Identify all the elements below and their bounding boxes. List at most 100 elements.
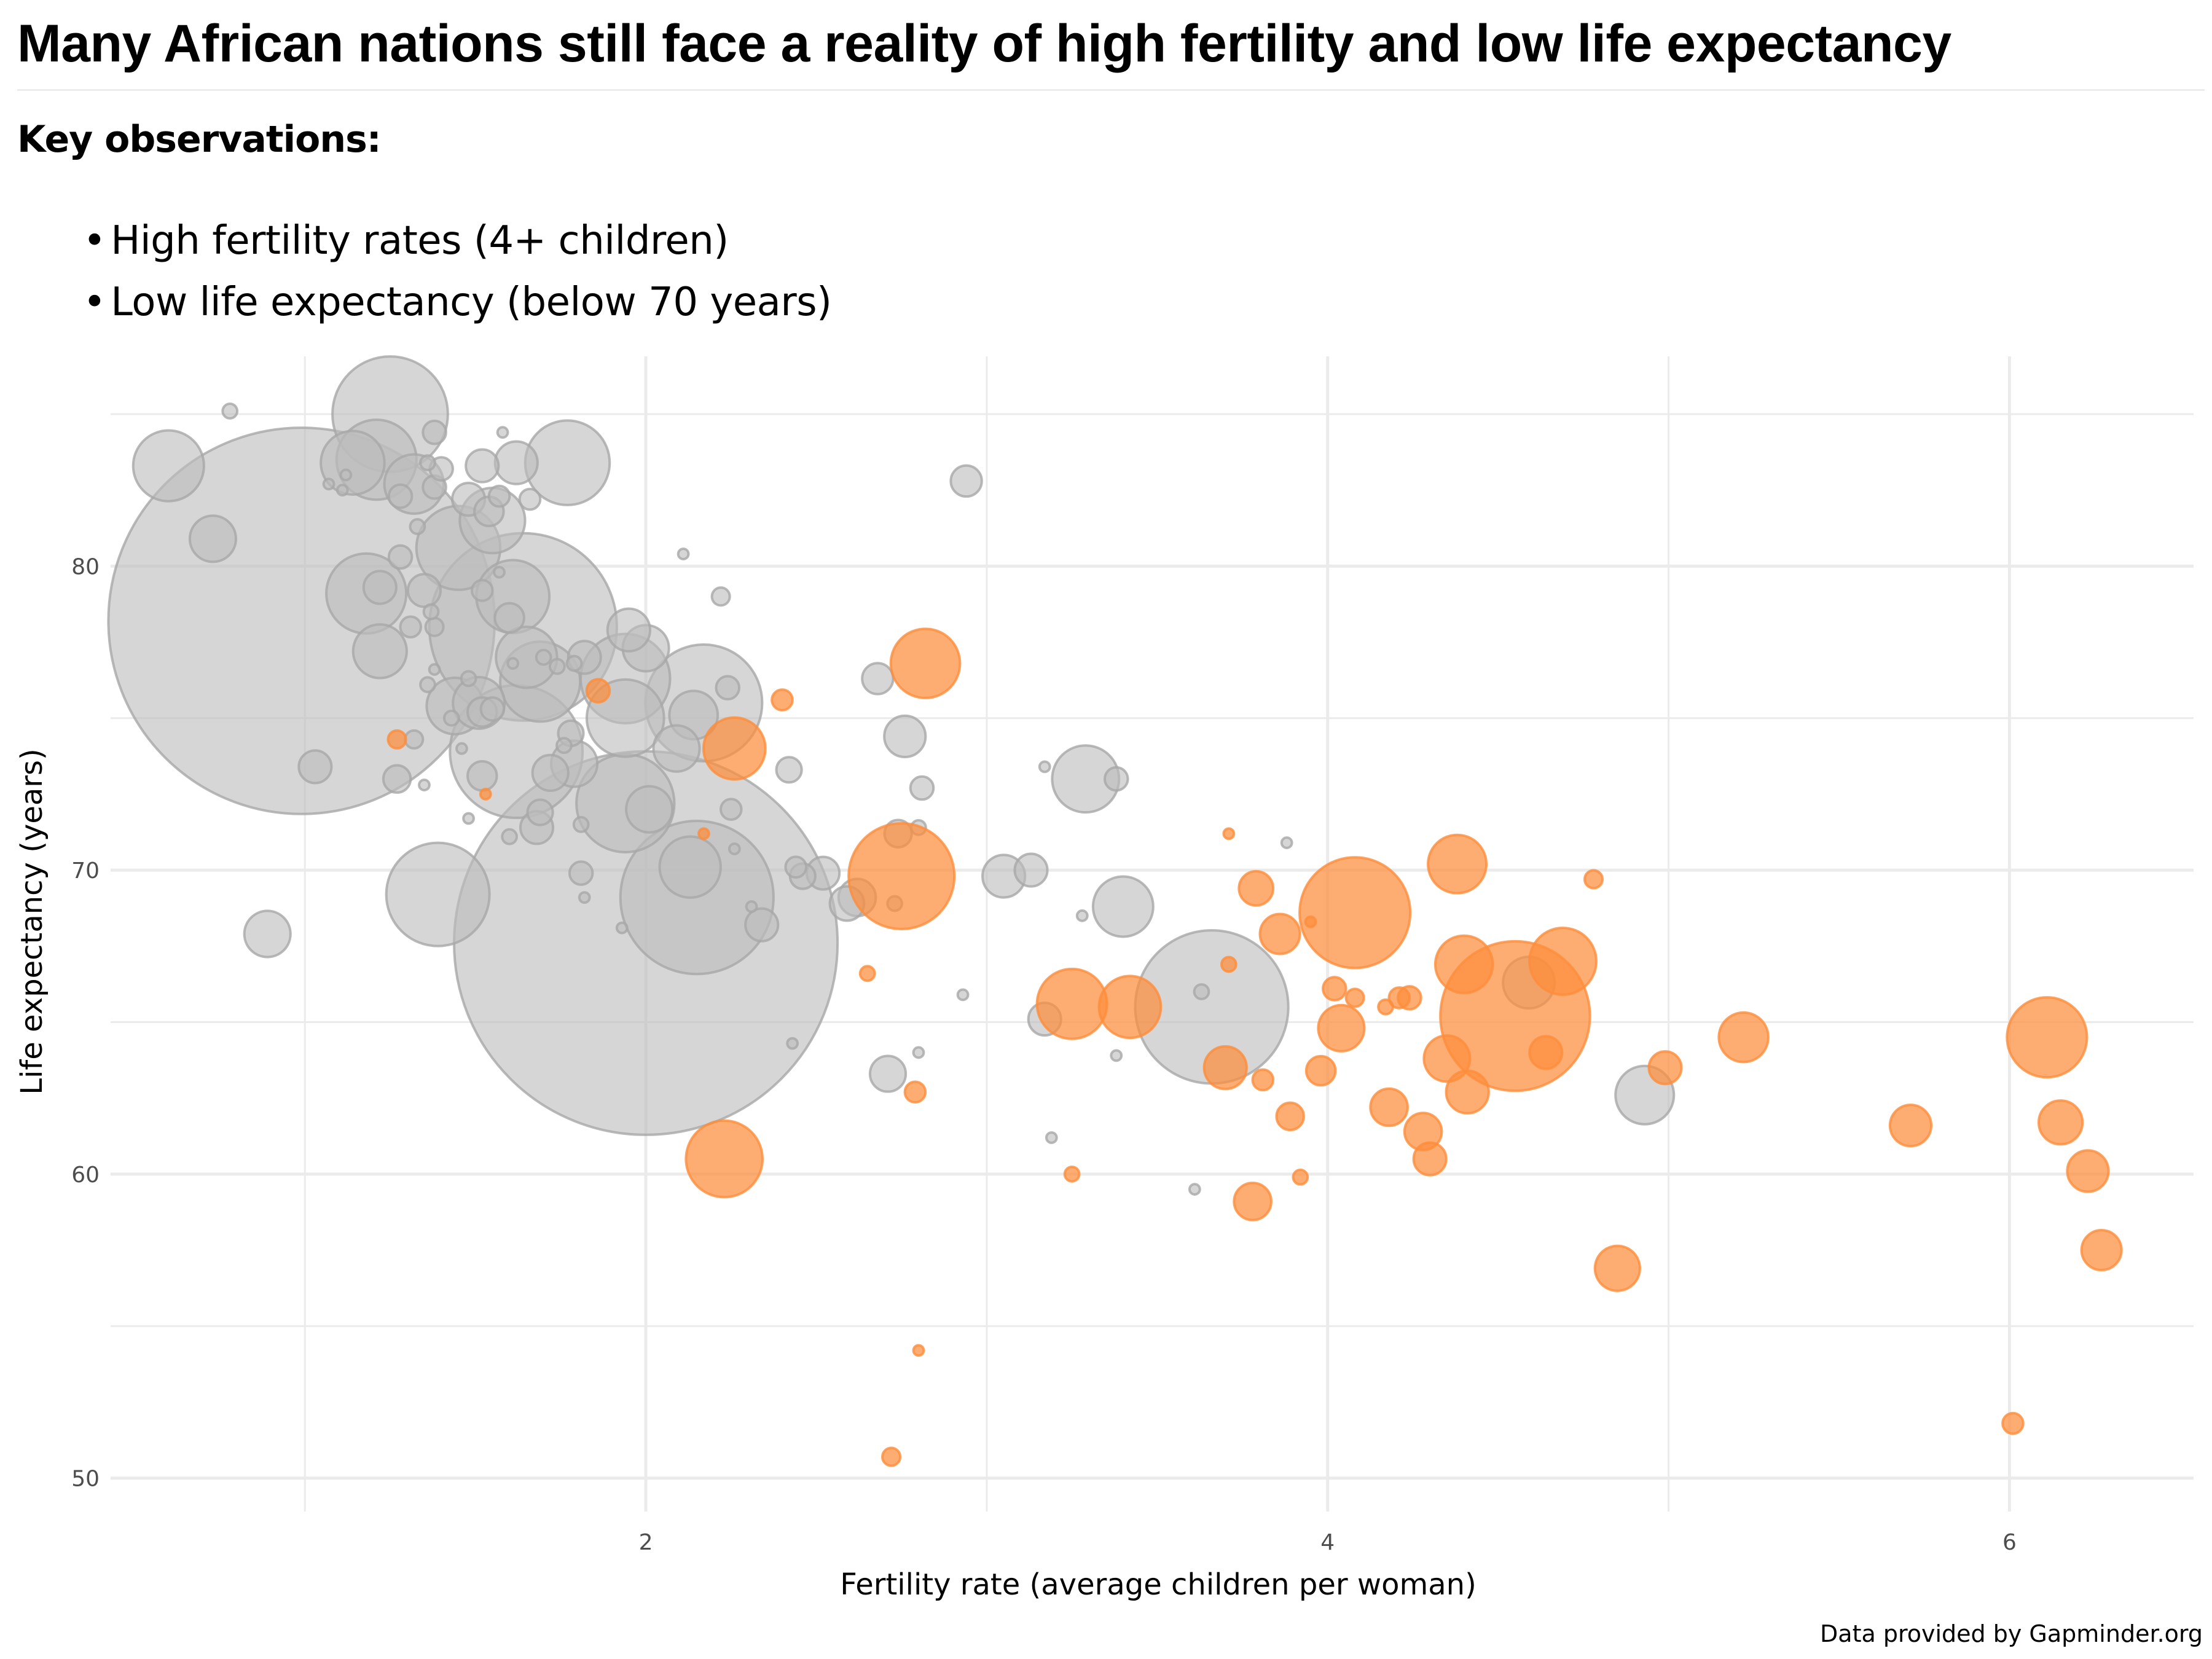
country-bubble: [719, 798, 743, 821]
country-bubble: [568, 860, 594, 886]
country-bubble: [387, 483, 414, 509]
country-bubble: [442, 709, 460, 727]
country-bubble: [1193, 983, 1210, 1000]
x-axis-title: Fertility rate (average children per wom…: [840, 1567, 1477, 1602]
country-bubble: [462, 812, 475, 825]
country-bubble: [677, 547, 690, 560]
country-bubble: [548, 657, 566, 675]
observation-item: • High fertility rates (4+ children): [83, 218, 729, 264]
country-bubble: [493, 565, 506, 579]
country-bubble: [455, 742, 468, 755]
country-bubble: [419, 676, 436, 694]
africa-country-bubble: [1369, 1087, 1409, 1128]
africa-country-bubble: [1292, 1168, 1309, 1186]
country-bubble: [526, 798, 554, 826]
country-bubble: [531, 753, 570, 792]
africa-country-bubble: [912, 1344, 925, 1357]
africa-country-bubble: [1528, 1035, 1564, 1070]
country-bubble: [496, 426, 509, 439]
country-bubble: [535, 648, 552, 666]
chart-title: Many African nations still face a realit…: [17, 14, 1951, 73]
country-bubble: [487, 484, 511, 508]
africa-country-bubble: [1377, 998, 1394, 1016]
x-axis-ticks: 2 4 6: [639, 1530, 2017, 1555]
africa-country-bubble: [1317, 1003, 1366, 1053]
africa-country-bubble: [1237, 869, 1275, 907]
country-bubble: [578, 891, 591, 904]
africa-country-bubble: [1717, 1011, 1770, 1064]
country-bubble: [406, 573, 442, 608]
africa-country-bubble: [858, 965, 876, 982]
country-bubble: [419, 454, 436, 472]
country-bubble: [1280, 836, 1293, 849]
africa-country-bubble: [1583, 869, 1604, 890]
country-bubble: [465, 448, 500, 484]
bullet-icon: •: [83, 218, 106, 264]
country-bubble: [1091, 875, 1155, 938]
africa-country-bubble: [1647, 1050, 1683, 1086]
country-bubble: [188, 514, 238, 563]
country-bubble: [351, 623, 408, 680]
observation-text: High fertility rates (4+ children): [111, 218, 729, 264]
africa-country-bubble: [1035, 967, 1108, 1040]
country-bubble: [1045, 1131, 1058, 1144]
country-bubble: [1013, 852, 1049, 888]
y-axis-ticks: 50 60 70 80: [71, 554, 100, 1491]
africa-country-bubble: [1344, 987, 1365, 1008]
africa-country-bubble: [1427, 833, 1488, 895]
country-bubble: [745, 900, 758, 913]
country-bubble: [501, 828, 519, 845]
africa-country-bubble: [1387, 986, 1411, 1010]
country-bubble: [909, 775, 935, 801]
x-tick-label: 4: [1320, 1530, 1335, 1555]
observation-text: Low life expectancy (below 70 years): [111, 280, 832, 325]
country-bubble: [409, 518, 426, 535]
africa-country-bubble: [1298, 856, 1412, 970]
country-bubble: [339, 468, 353, 482]
country-bubble: [715, 675, 741, 701]
country-bubble: [949, 464, 983, 498]
africa-country-bubble: [1445, 1069, 1490, 1115]
africa-country-bubble: [702, 716, 767, 781]
country-bubble: [495, 626, 559, 689]
country-bubble: [572, 816, 590, 833]
country-bubble: [322, 477, 335, 491]
country-bubble: [493, 440, 539, 485]
africa-country-bubble: [479, 788, 492, 801]
x-tick-label: 6: [2002, 1530, 2017, 1555]
country-bubble: [652, 724, 701, 773]
country-bubble: [362, 570, 398, 605]
africa-country-bubble: [847, 822, 956, 931]
country-bubble: [221, 402, 239, 420]
country-bubble: [399, 615, 423, 639]
africa-country-bubble: [1258, 912, 1301, 955]
country-bubble: [424, 616, 445, 637]
country-bubble: [883, 714, 927, 759]
africa-country-bubble: [1304, 915, 1317, 928]
x-tick-label: 2: [639, 1530, 653, 1555]
country-bubble: [428, 663, 441, 676]
africa-country-bubble: [1528, 927, 1598, 996]
africa-country-bubble: [1063, 1165, 1081, 1183]
africa-country-bubble: [1304, 1054, 1337, 1087]
africa-bubbles: [386, 627, 2123, 1467]
africa-country-bubble: [903, 1080, 927, 1104]
africa-country-bubble: [2080, 1228, 2123, 1272]
africa-country-bubble: [1202, 1045, 1248, 1091]
country-bubble: [1110, 1049, 1123, 1062]
observation-item: • Low life expectancy (below 70 years): [83, 280, 832, 325]
y-tick-label: 80: [71, 554, 100, 579]
africa-country-bubble: [1275, 1101, 1305, 1132]
africa-country-bubble: [889, 627, 962, 700]
country-bubble: [506, 657, 520, 670]
africa-country-bubble: [1412, 1141, 1448, 1177]
africa-country-bubble: [684, 1119, 764, 1199]
country-bubble: [418, 779, 431, 791]
africa-country-bubble: [585, 678, 611, 704]
country-bubble: [710, 586, 731, 607]
country-bubble: [493, 602, 525, 634]
y-axis-title: Life expectancy (years): [15, 748, 49, 1095]
country-bubble: [404, 729, 425, 750]
country-bubble: [1188, 1183, 1201, 1196]
country-bubble: [912, 1046, 925, 1059]
